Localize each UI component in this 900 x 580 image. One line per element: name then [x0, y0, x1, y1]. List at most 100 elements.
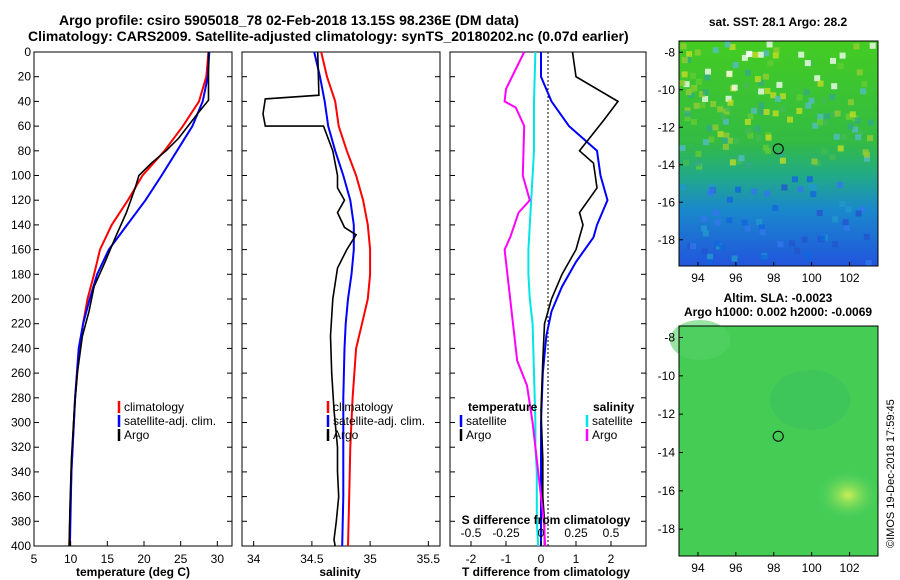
sst-cell — [714, 240, 721, 247]
sst-cell — [770, 92, 777, 99]
sst-cell — [849, 111, 856, 118]
x-tick-label: 35.5 — [417, 552, 441, 566]
sst-cell — [819, 235, 826, 242]
sst-cell — [736, 158, 743, 165]
depth-tick-label: 360 — [11, 490, 31, 504]
sst-cell — [821, 120, 828, 127]
sst-cell — [751, 107, 757, 114]
depth-tick-label: 80 — [18, 144, 32, 158]
sst-cell — [834, 110, 841, 117]
latitude-tick-label: -18 — [658, 522, 676, 536]
sst-cell — [723, 132, 730, 139]
sst-cell — [690, 243, 696, 250]
depth-tick-label: 400 — [11, 539, 31, 553]
difference-panel: -2 -1 0 1 2 -0.5 -0.25 0 0.25 0.5 T difference fr… — [449, 51, 647, 579]
s-tick-label: -0.5 — [461, 526, 482, 540]
sst-cell — [720, 113, 727, 120]
t-difference-xlabel: T difference from climatology — [462, 565, 630, 579]
legend-t-argo-label: Argo — [466, 428, 492, 442]
sst-cell — [764, 88, 771, 94]
difference-legend: temperature satellite Argo salinity sate… — [459, 400, 635, 442]
sst-cell — [731, 84, 738, 91]
sst-cell — [763, 109, 770, 115]
sst-cell — [744, 225, 751, 232]
longitude-tick-label: 96 — [729, 271, 743, 285]
sst-cell — [693, 102, 700, 109]
sst-cell — [741, 54, 748, 61]
depth-tick-label: 20 — [18, 70, 32, 84]
sst-cell — [717, 131, 724, 138]
sst-cell — [694, 49, 701, 56]
sst-cell — [758, 102, 765, 109]
sst-cell — [859, 206, 866, 213]
sst-map-title: sat. SST: 28.1 Argo: 28.2 — [709, 15, 848, 29]
sst-cell — [816, 209, 823, 216]
sst-cell — [808, 184, 815, 191]
sst-cell — [714, 219, 721, 226]
sst-cell — [705, 68, 711, 75]
sst-cell — [855, 210, 862, 217]
latitude-tick-label: -16 — [658, 195, 676, 209]
salinity-panel: 34 34.5 35 35.5 salinity climatology satell… — [241, 51, 441, 579]
depth-tick-label: 120 — [11, 193, 31, 207]
series-line-t-satellite — [540, 52, 609, 546]
sst-cell — [731, 255, 738, 262]
sst-cell — [729, 44, 736, 50]
x-tick-label: -1 — [501, 552, 512, 566]
depth-tick-label: 40 — [18, 94, 32, 108]
sst-cell — [817, 80, 824, 87]
sst-cell — [699, 91, 705, 98]
sst-cell — [708, 136, 715, 143]
latitude-tick-label: -18 — [658, 233, 676, 247]
sst-cell — [726, 196, 733, 203]
sst-cell — [811, 184, 818, 191]
latitude-tick-label: -14 — [658, 158, 676, 172]
sst-cell — [777, 241, 784, 248]
sst-cell — [855, 134, 862, 141]
legend-temperature-heading: temperature — [468, 400, 538, 414]
sst-cell — [772, 205, 779, 212]
sst-cell — [843, 224, 850, 231]
sst-cell — [691, 119, 697, 125]
depth-tick-label: 260 — [11, 366, 31, 380]
latitude-tick-label: -12 — [658, 120, 676, 134]
sst-cell — [821, 148, 828, 155]
sst-cell — [810, 191, 817, 198]
longitude-tick-label: 98 — [767, 561, 781, 575]
sla-map-title-line1: Altim. SLA: -0.0023 — [724, 291, 833, 305]
sst-cell — [847, 99, 854, 106]
sst-cell — [757, 51, 764, 58]
sst-cell — [680, 43, 687, 50]
sst-cell — [683, 81, 690, 88]
legend-s-satellite-label: satellite — [592, 414, 633, 428]
sst-cell — [758, 88, 765, 95]
sst-cell — [829, 94, 836, 101]
sst-cell — [683, 159, 690, 166]
sst-cell — [869, 42, 876, 49]
legend-salinity-heading: salinity — [593, 400, 635, 414]
sst-cell — [759, 229, 766, 236]
legend-s-argo-label: Argo — [592, 428, 618, 442]
sst-cell — [680, 184, 686, 191]
sst-cell — [744, 128, 751, 135]
sla-anomaly-patch — [770, 370, 850, 430]
sst-cell — [722, 143, 729, 150]
sst-cell — [719, 244, 726, 251]
depth-tick-label: 280 — [11, 391, 31, 405]
sst-cell — [803, 89, 810, 96]
sst-cell — [685, 56, 692, 63]
depth-tick-label: 220 — [11, 317, 31, 331]
sst-cell — [837, 145, 844, 152]
longitude-tick-label: 94 — [691, 271, 705, 285]
salinity-xlabel: salinity — [319, 565, 361, 579]
depth-tick-label: 100 — [11, 169, 31, 183]
sst-cell — [845, 206, 852, 213]
sst-cell — [847, 123, 854, 130]
series-line-s-argo — [503, 51, 547, 547]
sst-cell — [860, 88, 867, 95]
series-line-argo — [68, 52, 210, 547]
sst-cell — [787, 116, 793, 123]
series-line-climatology — [320, 51, 372, 547]
sst-cell — [747, 132, 754, 139]
